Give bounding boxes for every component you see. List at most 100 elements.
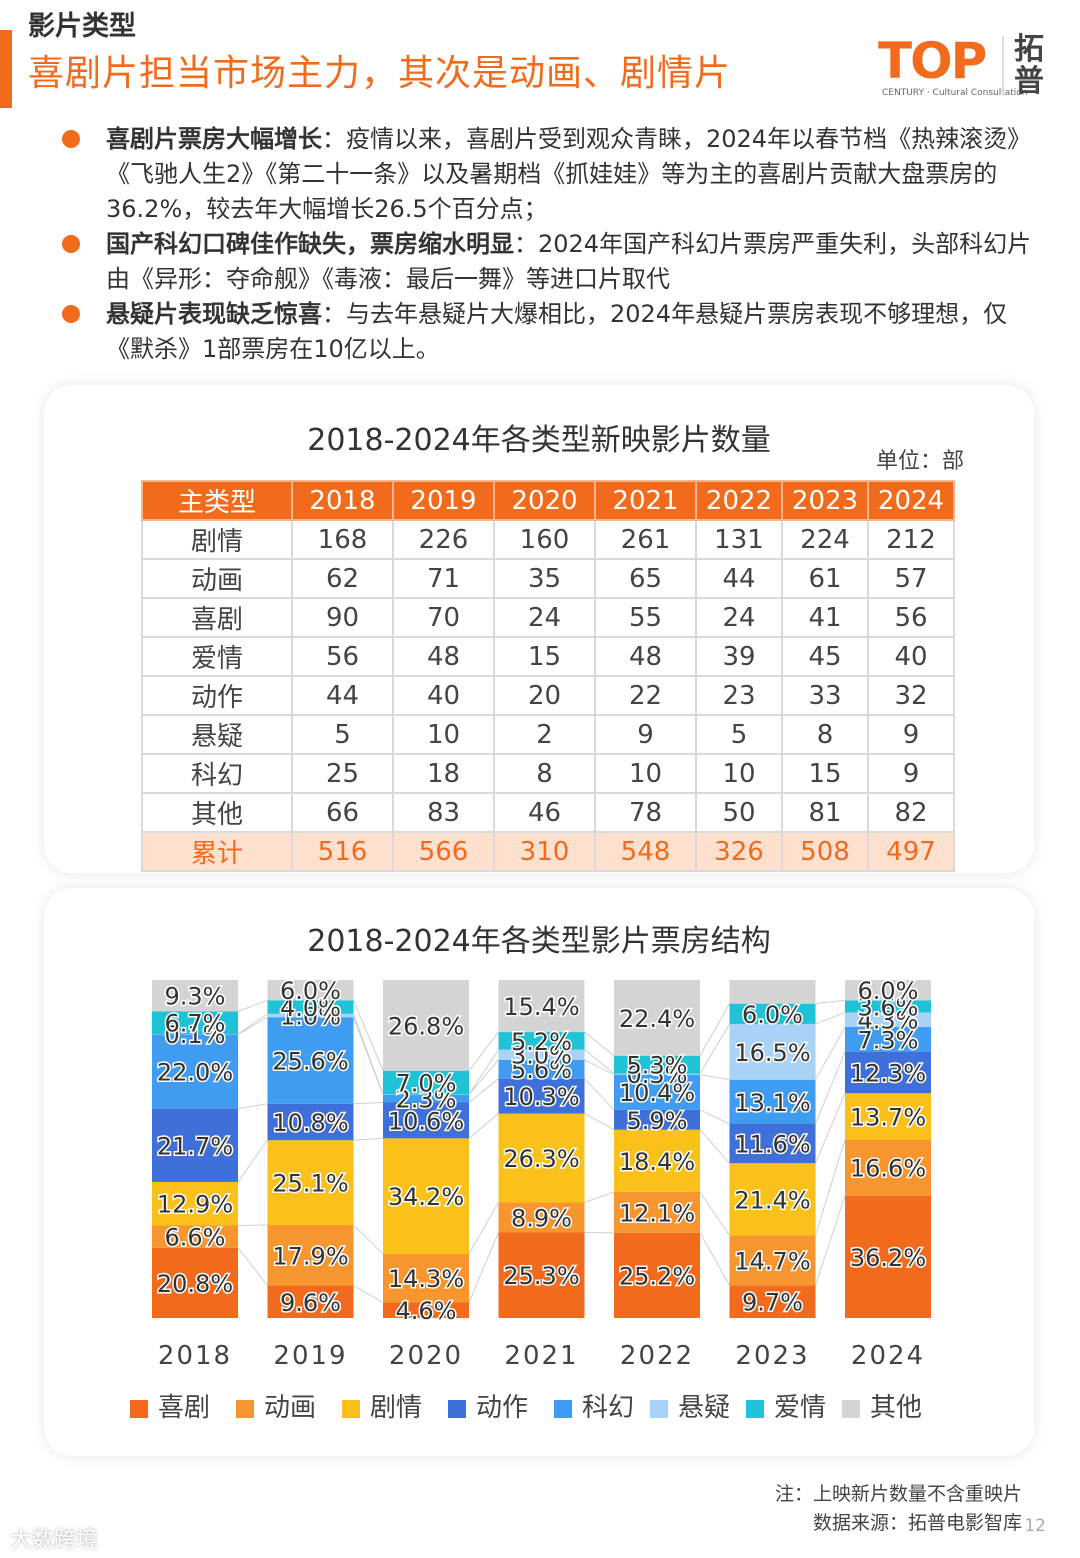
series-connector-line: [353, 1000, 384, 1071]
series-connector-line: [353, 1101, 384, 1105]
data-label: 12.9%: [157, 1191, 233, 1219]
bar-segment-悬疑: [267, 1013, 354, 1018]
table-cell: 9: [867, 753, 955, 794]
bullet-text: ：与去年悬疑片大爆相比，2024年悬疑片票房表现不够理想，仅《默杀》1部票房在1…: [106, 300, 1008, 363]
bar-segment-悬疑: [498, 1049, 585, 1060]
data-label: 14.7%: [734, 1247, 810, 1275]
table-cell: 10: [392, 714, 495, 755]
table-cell: 70: [392, 597, 495, 638]
table-cell: 212: [867, 519, 955, 560]
x-tick-label: 2020: [389, 1341, 463, 1371]
bar-segment-动作: [498, 1078, 585, 1114]
data-label: 14.3%: [388, 1265, 464, 1293]
title-accent-bar: [0, 30, 12, 108]
table-cell: 10: [695, 753, 783, 794]
table-cell: 55: [594, 597, 697, 638]
table-cell: 56: [867, 597, 955, 638]
series-connector-line: [815, 1093, 846, 1164]
table-cell: 48: [594, 636, 697, 677]
legend-item: 喜剧: [130, 1388, 210, 1428]
bar-segment-其他: [498, 980, 585, 1033]
note-text: 注：上映新片数量不含重映片: [774, 1483, 1022, 1505]
data-label: 25.1%: [272, 1170, 348, 1198]
table-cell: 9: [867, 714, 955, 755]
table-unit: 单位：部: [875, 449, 964, 474]
x-tick-label: 2019: [273, 1341, 347, 1371]
series-connector-line: [584, 1031, 615, 1057]
bar-segment-喜剧: [845, 1195, 931, 1318]
table-cell: 226: [392, 519, 495, 560]
data-label: 16.5%: [734, 1039, 810, 1067]
data-label: 4.0%: [280, 994, 341, 1022]
bullet-lead: 国产科幻口碑佳作缺失，票房缩水明显: [106, 230, 514, 258]
bullet-text: ：疫情以来，喜剧片受到观众青睐，2024年以春节档《热辣滚烫》《飞驰人生2》《第…: [106, 125, 1032, 223]
table-cell: 39: [695, 636, 783, 677]
table-cell: 224: [781, 519, 869, 560]
table-cell: 18: [392, 753, 495, 794]
table-cell: 566: [392, 831, 495, 872]
bar-segment-剧情: [729, 1163, 816, 1236]
data-label: 25.3%: [503, 1262, 579, 1290]
data-label: 25.2%: [619, 1262, 695, 1290]
bar-segment-动画: [498, 1202, 585, 1233]
series-connector-line: [699, 1109, 730, 1125]
table-cell: 57: [867, 558, 955, 599]
logo-subtitle: CENTURY · Cultural Consultation: [882, 88, 1028, 98]
legend-label: 悬疑: [678, 1393, 731, 1423]
legend-swatch-icon: [746, 1400, 764, 1418]
bullet-item: 国产科幻口碑佳作缺失，票房缩水明显：2024年国产科幻片票房严重失利，头部科幻片…: [62, 227, 1042, 297]
bar-segment-喜剧: [267, 1285, 354, 1318]
data-label: 12.3%: [850, 1059, 926, 1087]
row-label: 爱情: [141, 636, 293, 677]
table-cell: 23: [695, 675, 783, 716]
table-cell: 33: [781, 675, 869, 716]
series-connector-line: [237, 1016, 268, 1035]
data-label: 9.7%: [742, 1289, 803, 1317]
table-cell: 261: [594, 519, 697, 560]
data-label: 2.3%: [396, 1086, 457, 1114]
series-connector-line: [468, 1078, 499, 1103]
table-cell: 40: [392, 675, 495, 716]
series-connector-line: [237, 1247, 268, 1286]
data-label: 13.7%: [850, 1103, 926, 1131]
bar-segment-其他: [729, 980, 816, 1004]
bar-segment-喜剧: [729, 1285, 816, 1318]
series-connector-line: [468, 1113, 499, 1139]
legend-item: 科幻: [554, 1388, 634, 1428]
row-label: 累计: [141, 831, 293, 872]
series-connector-line: [468, 1232, 499, 1303]
data-label: 16.6%: [850, 1155, 926, 1183]
bullet-dot-icon: [62, 130, 80, 148]
series-connector-line: [468, 1031, 499, 1071]
logo-divider: [1002, 36, 1004, 96]
data-label: 22.4%: [619, 1005, 695, 1033]
chart-title-text: 2018-2024年各类型影片票房结构: [307, 924, 771, 959]
row-label: 其他: [141, 792, 293, 833]
table-cell: 131: [695, 519, 783, 560]
bar-segment-其他: [614, 980, 700, 1056]
bar-segment-其他: [845, 980, 931, 1001]
table-cell: 25: [291, 753, 394, 794]
bullet-item: 悬疑片表现缺乏惊喜：与去年悬疑片大爆相比，2024年悬疑片票房表现不够理想，仅《…: [62, 297, 1042, 367]
source-text: 数据来源：拓普电影智库: [812, 1512, 1022, 1534]
series-connector-line: [584, 1191, 615, 1203]
bar-segment-剧情: [152, 1181, 238, 1226]
data-label: 1.0%: [280, 1002, 341, 1030]
bar-segment-动作: [152, 1108, 238, 1182]
table-cell: 44: [695, 558, 783, 599]
bar-segment-悬疑: [614, 1073, 700, 1075]
table-cell: 5: [291, 714, 394, 755]
legend-item: 悬疑: [650, 1388, 730, 1428]
data-label: 18.4%: [619, 1148, 695, 1176]
data-label: 25.6%: [272, 1047, 348, 1075]
bar-segment-科幻: [845, 1026, 931, 1052]
bar-segment-动画: [614, 1191, 700, 1233]
series-connector-line: [699, 1191, 730, 1236]
table-cell: 508: [781, 831, 869, 872]
bar-segment-动作: [383, 1102, 469, 1139]
series-connector-line: [353, 1285, 384, 1303]
row-label: 动作: [141, 675, 293, 716]
series-connector-line: [699, 1129, 730, 1164]
table-row: 科幻 25 18 8 10 10 15 9: [141, 753, 955, 794]
bar-segment-悬疑: [729, 1023, 816, 1080]
